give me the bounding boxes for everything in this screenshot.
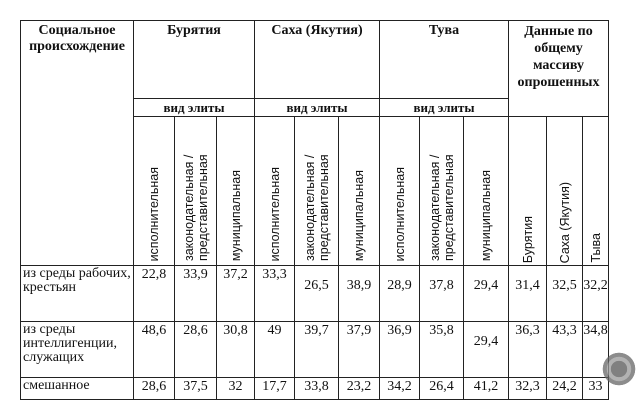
watermark-emblem-icon (600, 350, 638, 388)
row-label: из среды интеллигенции, служащих (20, 321, 134, 378)
table-cell: 36,9 (379, 321, 420, 378)
origin-header: Социальное происхождение (20, 20, 134, 266)
table-cell: 37,9 (338, 321, 380, 378)
table-cell: 29,4 (463, 321, 509, 378)
table-cell: 32,3 (508, 377, 547, 400)
subcol-executive-buryatia: исполнительная (133, 116, 175, 266)
table-cell: 22,8 (133, 265, 175, 322)
table-cell: 28,9 (379, 265, 420, 322)
table-cell: 28,6 (174, 321, 217, 378)
subcol-municipal-sakha: муниципальная (338, 116, 380, 266)
table-cell: 37,5 (174, 377, 217, 400)
total-subcol-sakha: Саха (Якутия) (546, 116, 583, 266)
subcol-executive-tuva: исполнительная (379, 116, 420, 266)
table-cell: 49 (254, 321, 295, 378)
table-cell: 32,5 (546, 265, 583, 322)
group-header-buryatia: Бурятия (133, 20, 255, 99)
table-cell: 26,4 (419, 377, 464, 400)
elite-type-label-tuva: вид элиты (379, 98, 509, 117)
table-cell: 37,2 (216, 265, 255, 322)
subcol-executive-sakha: исполнительная (254, 116, 295, 266)
table-cell: 23,2 (338, 377, 380, 400)
table-cell: 33,3 (254, 265, 295, 322)
table-cell: 17,7 (254, 377, 295, 400)
table-cell: 24,2 (546, 377, 583, 400)
group-header-sakha: Саха (Якутия) (254, 20, 380, 99)
table-cell: 35,8 (419, 321, 464, 378)
subcol-municipal-buryatia: муниципальная (216, 116, 255, 266)
data-table: Социальное происхождение Бурятия Саха (Я… (20, 20, 609, 400)
table-row: из среды рабочих, крестьян 22,8 33,9 37,… (20, 265, 609, 322)
subcol-legislative-sakha: законодательная / представительная (294, 116, 339, 266)
table-row: смешанное 28,6 37,5 32 17,7 33,8 23,2 34… (20, 377, 609, 400)
table-cell: 39,7 (294, 321, 339, 378)
table-cell: 32 (216, 377, 255, 400)
elite-type-label-sakha: вид элиты (254, 98, 380, 117)
table-cell: 37,8 (419, 265, 464, 322)
row-label: смешанное (20, 377, 134, 400)
table-cell: 31,4 (508, 265, 547, 322)
table-cell: 28,6 (133, 377, 175, 400)
table-cell: 33 (582, 377, 609, 400)
total-subcol-buryatia: Бурятия (508, 116, 547, 266)
table-cell: 36,3 (508, 321, 547, 378)
table-cell: 43,3 (546, 321, 583, 378)
table-cell: 41,2 (463, 377, 509, 400)
table-cell: 33,8 (294, 377, 339, 400)
table-cell: 26,5 (294, 265, 339, 322)
subcol-legislative-tuva: законодательная / представительная (419, 116, 464, 266)
table-cell: 48,6 (133, 321, 175, 378)
subcol-municipal-tuva: муниципальная (463, 116, 509, 266)
table-cell: 38,9 (338, 265, 380, 322)
table-cell: 29,4 (463, 265, 509, 322)
table-cell: 30,8 (216, 321, 255, 378)
row-label: из среды рабочих, крестьян (20, 265, 134, 322)
elite-type-label-buryatia: вид элиты (133, 98, 255, 117)
subcol-legislative-buryatia: законодательная / представительная (174, 116, 217, 266)
table-cell: 34,2 (379, 377, 420, 400)
table-cell: 32,2 (582, 265, 609, 322)
table-cell: 33,9 (174, 265, 217, 322)
total-subcol-tyva: Тыва (582, 116, 609, 266)
table-row: из среды интеллигенции, служащих 48,6 28… (20, 321, 609, 378)
total-header: Данные по общему массиву опрошенных (508, 20, 609, 117)
group-header-tuva: Тува (379, 20, 509, 99)
